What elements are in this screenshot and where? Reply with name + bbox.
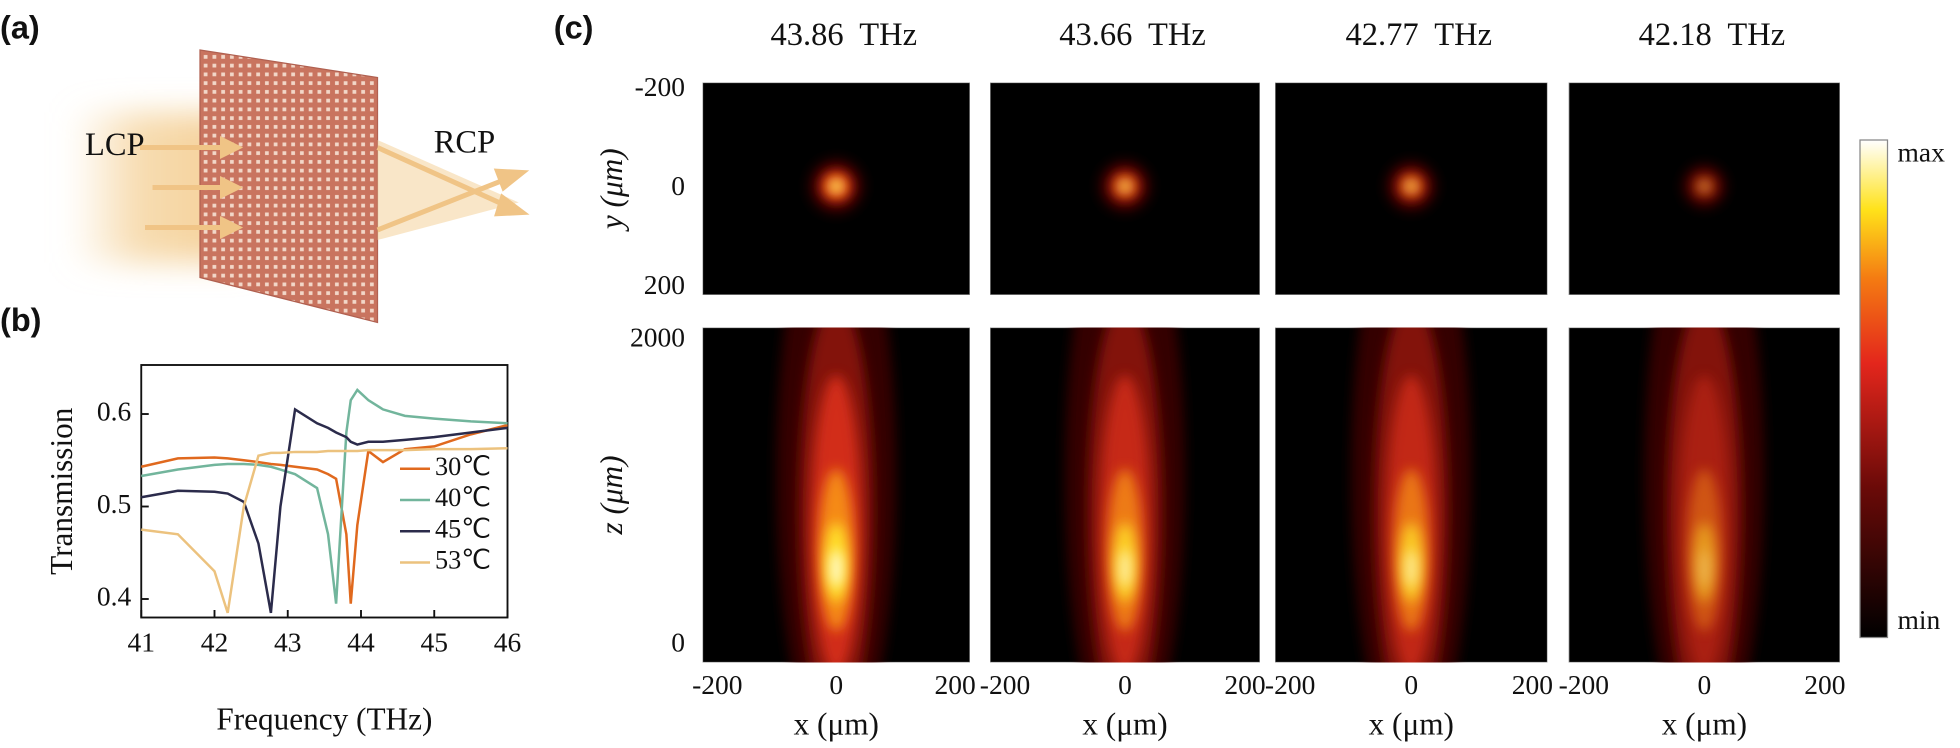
x-tick-label: 200 [1804,669,1845,700]
series-line [141,446,508,614]
focal-spot [1406,181,1416,191]
legend-label: 45℃ [435,514,491,543]
x-tick-label: 0 [829,669,843,700]
series-line [140,423,508,604]
focal-beam [830,550,843,588]
x-tick-label: 43 [274,626,302,657]
y-axis-label: z (μm) [594,455,629,535]
metasurface [199,49,379,324]
y-tick-label: 0 [671,626,685,657]
field-map [989,82,1260,295]
panel-title: 43.86 THz [770,17,917,53]
series-line [141,407,508,614]
panel-title: 42.77 THz [1345,17,1492,53]
field-map [702,327,971,663]
field-map [1274,82,1548,295]
field-map [1274,327,1548,663]
y-tick-label: 0.4 [97,580,132,611]
arrows [140,135,530,240]
focal-beam [1698,550,1711,588]
colorbar-max: max [1898,136,1946,167]
rcp-label: RCP [434,124,495,160]
x-axis-label: x (μm) [794,707,879,742]
y-tick-label: 0.5 [97,488,131,519]
field-map [989,327,1260,663]
x-tick-label: 200 [935,669,976,700]
x-tick-label: 46 [494,626,521,657]
x-tick-label: 45 [421,626,449,657]
focal-beam [1405,550,1418,588]
x-tick-label: 0 [1698,669,1712,700]
y-axis-label: Transmission [44,407,79,575]
focal-spot [1120,181,1130,191]
y-axis-label: y (μm) [594,148,629,232]
x-tick-label: 42 [201,626,229,657]
y-tick-label: 200 [644,269,685,300]
x-tick-label: -200 [1559,669,1609,700]
field-map [1568,82,1840,295]
legend-label: 40℃ [435,483,491,512]
y-tick-label: 0.6 [97,395,131,426]
field-map [702,82,971,295]
x-axis-label: x (μm) [1662,707,1747,742]
focal-spot [831,181,842,192]
series-line [141,388,508,604]
y-tick-label: 2000 [630,321,685,352]
focal-spot [1700,182,1709,191]
focal-beam [1118,550,1132,588]
panel-title: 42.18 THz [1639,17,1786,53]
x-axis-label: x (μm) [1369,707,1454,742]
panel-label: (a) [0,10,40,46]
x-tick-label: 44 [347,626,375,657]
x-axis-label: Frequency (THz) [216,702,432,737]
x-tick-label: 0 [1404,669,1418,700]
x-tick-label: -200 [1265,669,1315,700]
x-tick-label: -200 [692,669,742,700]
x-tick-label: 200 [1512,669,1553,700]
panel-label: (b) [0,302,42,338]
panel-title: 43.66 THz [1059,17,1206,53]
legend-label: 30℃ [435,452,491,481]
lcp-label: LCP [85,127,145,163]
x-tick-label: 200 [1224,669,1265,700]
colorbar [1859,139,1889,639]
panel-label: (c) [554,10,594,46]
x-axis-label: x (μm) [1082,707,1167,742]
y-tick-label: 0 [671,170,685,201]
x-tick-label: -200 [980,669,1030,700]
plot-frame [140,364,509,619]
y-tick-label: -200 [635,71,685,102]
x-tick-label: 41 [128,626,155,657]
colorbar-min: min [1898,604,1941,635]
legend-label: 53℃ [435,546,491,575]
x-tick-label: 0 [1118,669,1132,700]
field-map [1568,327,1840,663]
